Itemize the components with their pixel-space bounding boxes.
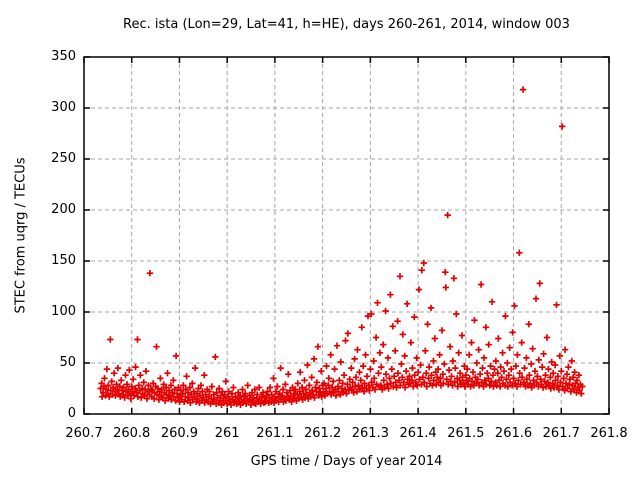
y-tick-label: 300 — [51, 100, 76, 115]
x-tick-label: 261.6 — [494, 426, 533, 441]
x-tick-label: 260.8 — [113, 426, 151, 441]
x-tick-label: 260.7 — [65, 426, 103, 441]
x-tick-label: 261.3 — [351, 426, 389, 441]
x-tick-label: 260.9 — [160, 426, 199, 441]
x-tick-label: 261.7 — [542, 426, 580, 441]
data-points — [97, 86, 586, 408]
x-tick-label: 261.5 — [447, 426, 485, 441]
x-tick-label: 261.4 — [399, 426, 437, 441]
x-tick-label: 261 — [214, 426, 240, 441]
y-tick-label: 50 — [59, 355, 76, 370]
x-tick-label: 261.1 — [256, 426, 294, 441]
y-tick-label: 0 — [67, 406, 76, 421]
y-tick-label: 250 — [51, 151, 76, 166]
y-tick-label: 350 — [51, 49, 76, 64]
y-tick-label: 200 — [51, 202, 76, 217]
plot-border — [83, 56, 610, 415]
y-tick-label: 100 — [51, 304, 76, 319]
chart-title: Rec. ista (Lon=29, Lat=41, h=HE), days 2… — [123, 17, 570, 32]
y-tick-label: 150 — [51, 253, 76, 268]
x-tick-label: 261.2 — [304, 426, 342, 441]
x-axis-label: GPS time / Days of year 2014 — [250, 454, 443, 469]
x-tick-label: 261.8 — [590, 426, 628, 441]
